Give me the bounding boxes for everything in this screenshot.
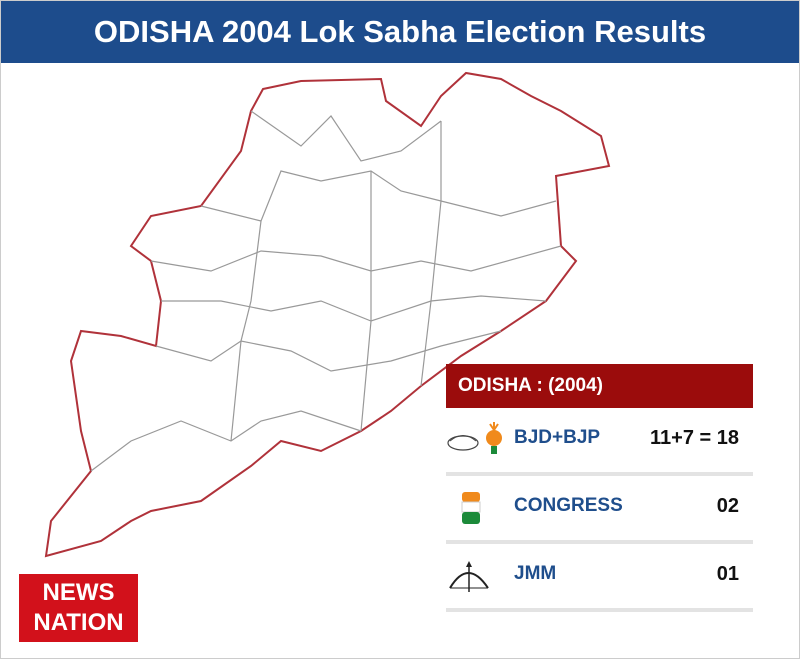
logo: NEWS NATION: [19, 574, 138, 642]
result-row: BJD+BJP 11+7 = 18: [446, 408, 753, 476]
seats: 02: [716, 495, 739, 517]
party-symbol: [449, 561, 489, 592]
state-outline: [44, 71, 611, 558]
party-name: BJD+BJP: [514, 427, 601, 448]
district-lines: [90, 110, 562, 472]
party-symbol: [461, 492, 481, 524]
party-name: CONGRESS: [514, 495, 623, 516]
logo-line: NATION: [33, 609, 124, 636]
party-symbols: [447, 422, 502, 454]
logo-line: NEWS: [42, 579, 115, 606]
results-panel: ODISHA : (2004) BJD+BJP 11+7 = 18 CONGRE…: [446, 364, 753, 612]
result-row: JMM 01: [446, 544, 753, 612]
seats: 11+7 = 18: [650, 427, 739, 449]
header-title: ODISHA 2004 Lok Sabha Election Results: [1, 1, 799, 63]
seats: 01: [716, 563, 739, 585]
party-name: JMM: [514, 563, 557, 584]
map: [44, 71, 611, 558]
result-row: CONGRESS 02: [446, 476, 753, 544]
panel-title: ODISHA : (2004): [446, 364, 753, 408]
